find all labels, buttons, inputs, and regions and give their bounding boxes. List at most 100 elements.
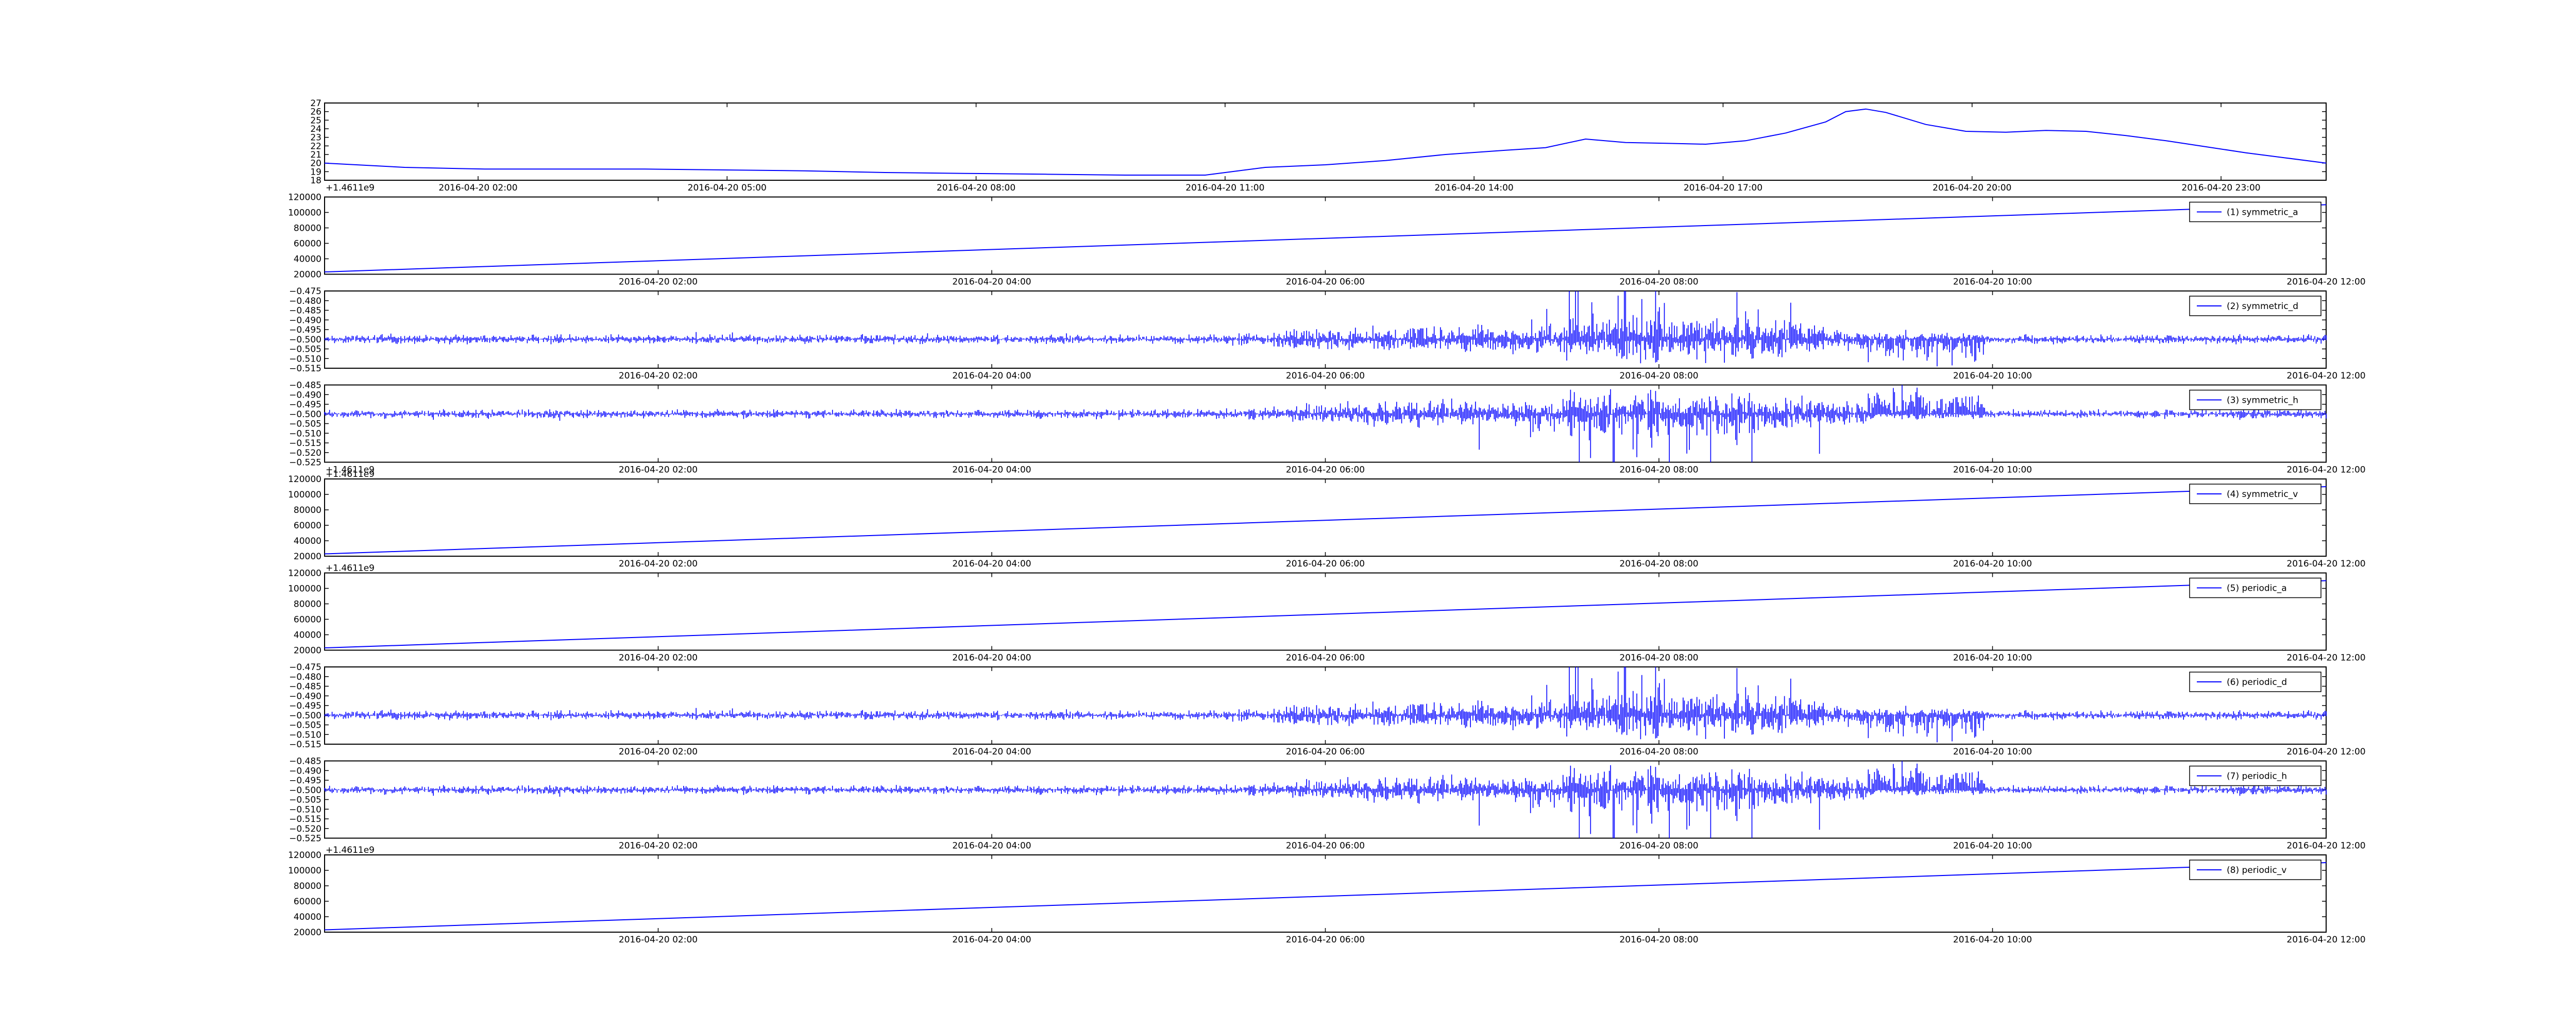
y-tick-label: −0.475	[289, 662, 321, 673]
y-tick-label: 120000	[288, 569, 321, 579]
x-tick-label: 2016-04-20 06:00	[1286, 747, 1365, 757]
x-tick-label: 2016-04-20 12:00	[2286, 935, 2365, 945]
y-tick-label: −0.485	[289, 757, 321, 767]
x-tick-label: 2016-04-20 06:00	[1286, 371, 1365, 381]
y-tick-label: 27	[310, 98, 321, 109]
y-tick-label: −0.500	[289, 409, 321, 420]
y-tick-label: −0.490	[289, 315, 321, 325]
y-tick-label: 60000	[294, 239, 321, 249]
y-tick-label: −0.490	[289, 691, 321, 701]
y-tick-label: 100000	[288, 490, 321, 500]
legend-label: (7) periodic_h	[2227, 771, 2287, 782]
subplot-4: −0.525−0.520−0.515−0.510−0.505−0.500−0.4…	[289, 381, 2366, 475]
subplot-6: 20000 40000 60000 80000 100000 120000 2016-04-…	[288, 563, 2366, 663]
x-tick-label: 2016-04-20 10:00	[1953, 747, 2032, 757]
y-tick-label: −0.510	[289, 730, 321, 740]
x-tick-label: 2016-04-20 12:00	[2286, 465, 2365, 475]
y-tick-label: −0.480	[289, 672, 321, 682]
y-tick-label: 23	[310, 133, 321, 143]
y-tick-label: 120000	[288, 474, 321, 485]
y-tick-label: −0.495	[289, 776, 321, 786]
y-tick-label: −0.505	[289, 795, 321, 805]
y-tick-label: −0.510	[289, 804, 321, 815]
x-tick-label: 2016-04-20 04:00	[952, 653, 1031, 663]
y-tick-label: 18	[310, 176, 321, 186]
y-tick-label: 60000	[294, 615, 321, 625]
legend-label: (6) periodic_d	[2227, 677, 2287, 688]
y-tick-label: −0.525	[289, 834, 321, 844]
x-tick-label: 2016-04-20 02:00	[619, 465, 698, 475]
y-tick-label: 19	[310, 167, 321, 177]
x-tick-label: 2016-04-20 02:00	[619, 653, 698, 663]
y-tick-label: 40000	[294, 536, 321, 546]
x-tick-label: 2016-04-20 10:00	[1953, 277, 2032, 287]
series-line	[324, 108, 2327, 176]
legend-label: (1) symmetric_a	[2227, 208, 2298, 218]
x-tick-label: 2016-04-20 02:00	[619, 559, 698, 569]
legend: (2) symmetric_d	[2189, 296, 2321, 316]
y-tick-label: −0.485	[289, 682, 321, 692]
x-tick-label: 2016-04-20 04:00	[952, 935, 1031, 945]
legend: (6) periodic_d	[2189, 672, 2321, 692]
x-tick-label: 2016-04-20 08:00	[937, 183, 1015, 193]
y-tick-label: −0.510	[289, 354, 321, 364]
series-line	[324, 204, 2327, 272]
x-tick-label: 2016-04-20 14:00	[1435, 183, 1514, 193]
y-tick-label: −0.490	[289, 390, 321, 400]
y-tick-label: −0.515	[289, 364, 321, 374]
y-tick-label: −0.500	[289, 785, 321, 796]
x-tick-label: 2016-04-20 06:00	[1286, 841, 1365, 851]
x-tick-label: 2016-04-20 11:00	[1185, 183, 1264, 193]
x-tick-label: 2016-04-20 04:00	[952, 277, 1031, 287]
x-tick-label: 2016-04-20 12:00	[2286, 371, 2365, 381]
subplot-9: 20000 40000 60000 80000 100000 120000 2016-04-…	[288, 845, 2366, 945]
subplot-7: −0.515−0.510−0.505−0.500−0.495−0.490−0.4…	[289, 662, 2366, 757]
legend-label: (2) symmetric_d	[2227, 301, 2298, 312]
legend: (7) periodic_h	[2189, 765, 2321, 786]
x-tick-label: 2016-04-20 10:00	[1953, 559, 2032, 569]
x-tick-label: 2016-04-20 04:00	[952, 559, 1031, 569]
subplot-2: 20000 40000 60000 80000 100000 120000 2016-04-…	[288, 193, 2366, 287]
y-tick-label: −0.495	[289, 400, 321, 410]
y-tick-label: −0.515	[289, 740, 321, 750]
x-tick-label: 2016-04-20 08:00	[1619, 559, 1698, 569]
y-tick-label: −0.495	[289, 325, 321, 335]
y-tick-label: 20	[310, 159, 321, 169]
x-tick-label: 2016-04-20 12:00	[2286, 841, 2365, 851]
y-tick-label: −0.520	[289, 824, 321, 834]
x-tick-label: 2016-04-20 04:00	[952, 371, 1031, 381]
legend-label: (8) periodic_v	[2227, 865, 2286, 876]
x-tick-label: 2016-04-20 10:00	[1953, 935, 2032, 945]
y-tick-label: 40000	[294, 630, 321, 641]
y-tick-label: −0.505	[289, 345, 321, 355]
y-tick-label: 100000	[288, 584, 321, 594]
x-tick-label: 2016-04-20 17:00	[1684, 183, 1762, 193]
y-tick-label: −0.505	[289, 720, 321, 731]
x-tick-label: 2016-04-20 23:00	[2181, 183, 2260, 193]
y-tick-label: 40000	[294, 254, 321, 265]
x-tick-label: 2016-04-20 04:00	[952, 747, 1031, 757]
x-tick-label: 2016-04-20 08:00	[1619, 465, 1698, 475]
y-tick-label: 20000	[294, 928, 321, 938]
y-tick-label: −0.485	[289, 381, 321, 391]
x-tick-label: 2016-04-20 10:00	[1953, 465, 2032, 475]
y-tick-label: −0.510	[289, 428, 321, 439]
x-tick-label: 2016-04-20 08:00	[1619, 371, 1698, 381]
y-tick-label: 60000	[294, 897, 321, 907]
axis-offset-label: +1.4611e9	[326, 465, 375, 475]
legend-label: (5) periodic_a	[2227, 583, 2287, 594]
y-tick-label: 80000	[294, 505, 321, 516]
x-tick-label: 2016-04-20 12:00	[2286, 559, 2365, 569]
y-tick-label: −0.500	[289, 711, 321, 721]
x-tick-label: 2016-04-20 08:00	[1619, 747, 1698, 757]
legend-label: (3) symmetric_h	[2227, 396, 2298, 406]
x-tick-label: 2016-04-20 12:00	[2286, 747, 2365, 757]
y-tick-label: −0.485	[289, 306, 321, 316]
y-tick-label: −0.495	[289, 701, 321, 711]
y-tick-label: 120000	[288, 193, 321, 203]
y-tick-label: −0.475	[289, 286, 321, 297]
x-tick-label: 2016-04-20 08:00	[1619, 935, 1698, 945]
